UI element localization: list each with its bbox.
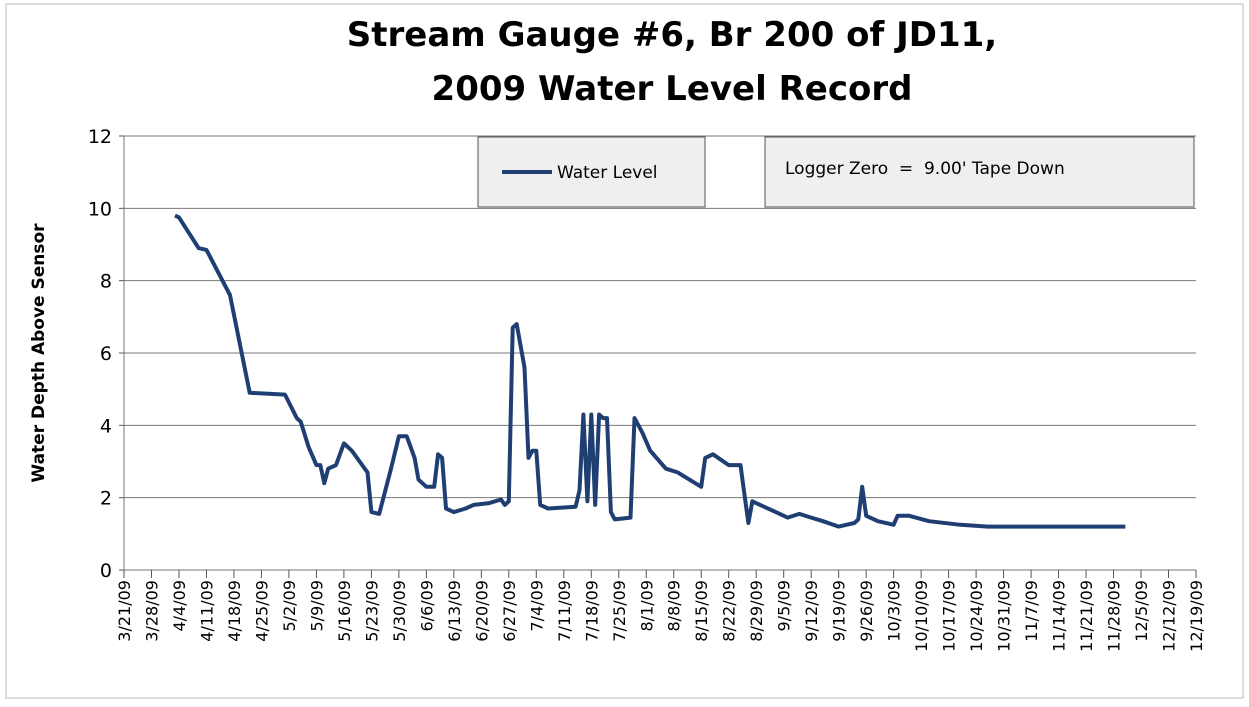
x-tick-label: 8/1/09: [637, 580, 656, 632]
x-tick-label: 5/30/09: [390, 580, 409, 642]
x-tick-label: 9/19/09: [830, 580, 849, 642]
x-tick-label: 11/28/09: [1105, 580, 1124, 652]
legend: Water Level: [478, 137, 705, 207]
chart: Stream Gauge #6, Br 200 of JD11, 2009 Wa…: [0, 0, 1249, 703]
x-tick-label: 11/7/09: [1022, 580, 1041, 642]
x-tick-label: 10/10/09: [912, 580, 931, 652]
y-tick-label: 4: [100, 415, 112, 437]
x-tick-label: 10/24/09: [967, 580, 986, 652]
x-tick-label: 9/12/09: [802, 580, 821, 642]
y-tick-label: 6: [100, 343, 112, 365]
x-tick-label: 11/21/09: [1077, 580, 1096, 652]
x-tick-label: 8/22/09: [720, 580, 739, 642]
x-tick-label: 6/13/09: [445, 580, 464, 642]
x-tick-label: 4/4/09: [170, 580, 189, 632]
x-tick-label: 8/15/09: [692, 580, 711, 642]
legend-label: Water Level: [557, 163, 658, 183]
x-tick-label: 3/21/09: [115, 580, 134, 642]
x-tick-label: 10/17/09: [940, 580, 959, 652]
x-tick-label: 12/12/09: [1160, 580, 1179, 652]
y-axis-label: Water Depth Above Sensor: [29, 223, 49, 483]
x-tick-label: 7/25/09: [610, 580, 629, 642]
chart-title: 2009 Water Level Record: [432, 69, 913, 109]
chart-title: Stream Gauge #6, Br 200 of JD11,: [347, 15, 997, 55]
y-tick-label: 8: [100, 271, 112, 293]
x-tick-label: 7/18/09: [582, 580, 601, 642]
x-tick-label: 7/4/09: [527, 580, 546, 632]
x-tick-label: 6/27/09: [500, 580, 519, 642]
x-tick-label: 11/14/09: [1050, 580, 1069, 652]
page: Stream Gauge #6, Br 200 of JD11, 2009 Wa…: [0, 0, 1249, 703]
y-tick-label: 2: [100, 488, 112, 510]
x-tick-label: 6/20/09: [472, 580, 491, 642]
y-tick-label: 10: [88, 198, 112, 220]
x-tick-label: 5/9/09: [307, 580, 326, 632]
x-tick-label: 9/5/09: [775, 580, 794, 632]
y-tick-label: 12: [88, 126, 112, 148]
x-tick-label: 12/19/09: [1187, 580, 1206, 652]
x-tick-label: 7/11/09: [555, 580, 574, 642]
x-tick-label: 8/29/09: [747, 580, 766, 642]
x-tick-label: 12/5/09: [1132, 580, 1151, 642]
x-tick-label: 10/31/09: [995, 580, 1014, 652]
x-tick-label: 8/8/09: [665, 580, 684, 632]
y-tick-label: 0: [100, 560, 112, 582]
x-tick-label: 5/23/09: [362, 580, 381, 642]
x-tick-label: 5/16/09: [335, 580, 354, 642]
x-tick-label: 5/2/09: [280, 580, 299, 632]
x-tick-label: 4/18/09: [225, 580, 244, 642]
x-tick-label: 10/3/09: [885, 580, 904, 642]
annotation: Logger Zero = 9.00' Tape Down: [785, 159, 1065, 179]
x-tick-label: 6/6/09: [417, 580, 436, 632]
x-tick-label: 4/25/09: [252, 580, 271, 642]
x-tick-label: 4/11/09: [197, 580, 216, 642]
x-tick-label: 9/26/09: [857, 580, 876, 642]
x-tick-label: 3/28/09: [142, 580, 161, 642]
